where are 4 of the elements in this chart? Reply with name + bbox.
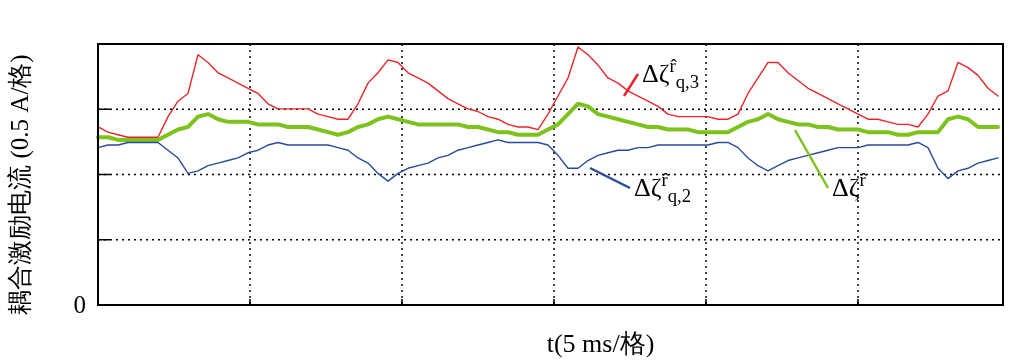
y-axis-title: 耦合激励电流 (0.5 A/格) xyxy=(6,54,34,315)
series-label: Δζ$^{r̂}$ xyxy=(832,168,867,202)
x-axis-title: t(5 ms/格) xyxy=(546,329,655,358)
text: 0 xyxy=(73,290,86,318)
